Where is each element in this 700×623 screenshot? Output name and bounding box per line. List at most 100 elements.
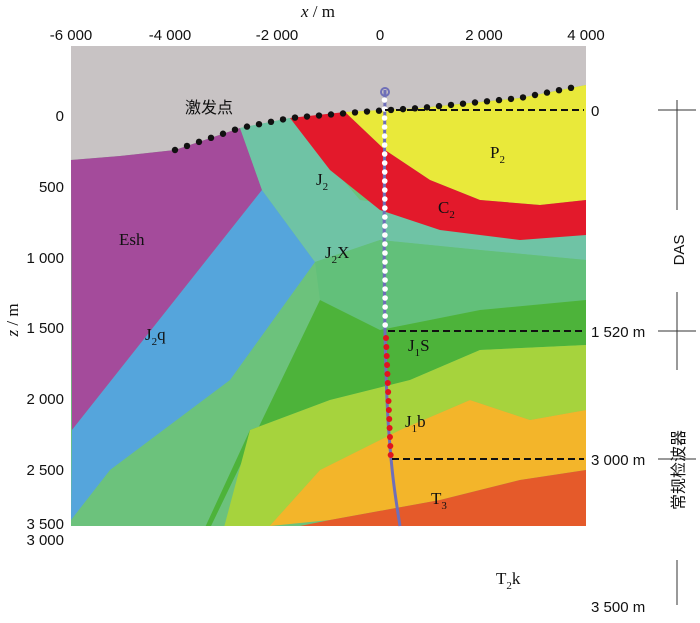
x-tick-label: 2 000 (465, 27, 503, 44)
z-axis-title: z / m (3, 303, 22, 337)
das-receiver (381, 142, 388, 148)
shot-point (531, 91, 539, 99)
das-receiver (381, 133, 388, 139)
label-j2q: J2q (145, 325, 166, 348)
das-receiver (382, 241, 388, 247)
das-receiver (382, 268, 388, 274)
das-receiver (382, 250, 388, 256)
z-tick-label: 1 000 (26, 250, 64, 267)
x-axis-title: x / m (300, 2, 335, 21)
layer-t2k (300, 470, 586, 526)
das-receiver (381, 187, 388, 193)
layer-j1b (224, 345, 586, 526)
layer-j2q (71, 190, 315, 520)
z-tick-label: 2 000 (26, 391, 64, 408)
das-receiver (382, 232, 388, 238)
layer-t3 (220, 400, 586, 526)
air-region (71, 46, 586, 160)
das-receiver (382, 205, 388, 211)
shot-point (279, 116, 287, 123)
das-receiver (382, 304, 388, 310)
das-receiver (382, 277, 388, 283)
shot-point (519, 94, 527, 101)
x-tick-labels: -6 000 -4 000 -2 000 0 2 000 4 000 (50, 27, 605, 44)
label-c2: C2 (438, 198, 455, 221)
shot-point (423, 104, 431, 111)
label-p2: P2 (490, 143, 505, 166)
geophone (384, 380, 391, 386)
shot-point (291, 114, 299, 121)
shot-point (303, 113, 311, 120)
shot-points (171, 84, 575, 154)
z-tick-label: 500 (39, 179, 64, 196)
shot-point (435, 102, 443, 110)
das-receiver (381, 151, 388, 157)
geophone (384, 371, 391, 377)
layer-c2 (290, 112, 586, 240)
label-j2: J2 (316, 170, 328, 193)
layer-esh (71, 128, 262, 430)
das-receiver (381, 196, 388, 202)
shot-point (315, 112, 323, 119)
geophone (385, 407, 392, 413)
shot-point (243, 123, 251, 130)
geophone (383, 335, 389, 341)
shot-point (507, 95, 515, 103)
geophone (387, 443, 394, 449)
geophone (386, 416, 393, 422)
geophone (384, 362, 391, 368)
shot-point (363, 108, 371, 115)
das-receiver (381, 169, 388, 175)
shot-point (171, 146, 179, 154)
shot-point (459, 100, 467, 107)
das-receivers (381, 97, 388, 328)
shot-point (339, 110, 347, 117)
x-tick-label: 4 000 (567, 27, 605, 44)
annotation-depth2: 3 000 m (591, 452, 645, 469)
x-tick-label: -6 000 (50, 27, 93, 44)
label-t2k: T2k (496, 569, 521, 592)
das-receiver (382, 295, 388, 301)
das-receiver (381, 160, 388, 166)
shot-point-label: 激发点 (185, 98, 233, 117)
shot-point (255, 121, 263, 128)
shot-point (351, 109, 359, 116)
x-tick-label: -2 000 (256, 27, 299, 44)
das-receiver (381, 97, 388, 103)
annotation-conventional: 常规检波器 (669, 430, 688, 510)
z-tick-label: 1 500 (26, 320, 64, 337)
shot-point (471, 99, 479, 106)
shot-point (495, 96, 503, 104)
das-receiver (382, 322, 388, 328)
shot-point (567, 84, 575, 92)
das-receiver (382, 313, 388, 319)
shot-point (231, 126, 239, 133)
z-tick-label: 3 500 (26, 516, 64, 533)
conventional-geophones (383, 335, 394, 458)
annotation-das: DAS (671, 235, 688, 266)
das-receiver (381, 115, 388, 121)
z-tick-labels: 0 500 1 000 1 500 2 000 2 500 3 000 3 50… (26, 108, 64, 549)
shot-point (375, 107, 383, 114)
das-receiver (381, 124, 388, 130)
right-annotation: 0 1 520 m 3 000 m 3 500 m DAS 常规检波器 (591, 100, 696, 616)
x-tick-label: -4 000 (149, 27, 192, 44)
shot-point (483, 98, 491, 105)
geophone (386, 425, 393, 431)
das-receiver (382, 214, 388, 220)
shot-point (195, 138, 203, 146)
shot-point (327, 111, 335, 118)
z-tick-label: 0 (56, 108, 64, 125)
layer-p2 (345, 85, 586, 205)
label-j1s: J1S (408, 336, 430, 359)
das-receiver (382, 223, 388, 229)
das-receiver (382, 286, 388, 292)
shot-point (183, 142, 191, 150)
z-tick-label: 2 500 (26, 462, 64, 479)
shot-point (267, 118, 275, 126)
geophone (383, 344, 390, 350)
well-head (380, 87, 390, 97)
geophone (385, 398, 392, 404)
geophone (383, 353, 390, 359)
